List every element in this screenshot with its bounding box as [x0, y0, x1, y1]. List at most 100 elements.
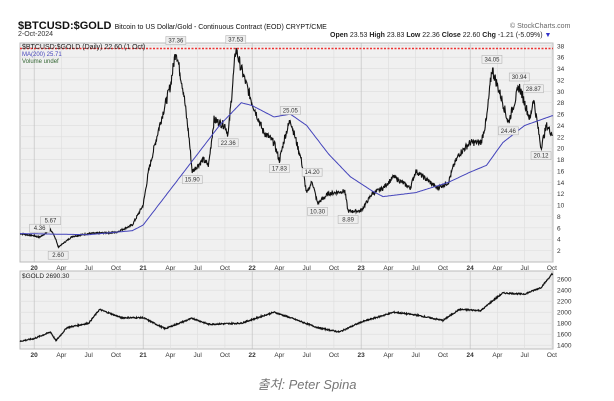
y-tick-label: 6: [557, 225, 561, 232]
annotation-label: 17.83: [272, 167, 288, 173]
x-tick-label: 24: [467, 265, 475, 272]
open-label: Open: [330, 32, 348, 39]
y-tick-label: 1800: [557, 321, 572, 328]
annotation-box: [530, 151, 552, 160]
chg-label: Chg: [482, 32, 496, 39]
x-tick-label: Oct: [547, 352, 557, 359]
y-tick-label: 16: [557, 168, 565, 175]
x-tick-label: Jul: [303, 265, 312, 272]
x-tick-label: 21: [140, 265, 148, 272]
caption: 출처: Peter Spina: [257, 377, 357, 392]
annotation-label: 20.12: [534, 154, 550, 160]
x-tick-label: Jul: [85, 265, 94, 272]
y-tick-label: 4: [557, 237, 561, 244]
annotation-label: 5.67: [45, 219, 57, 225]
annotation-box: [481, 55, 503, 64]
x-tick-label: Apr: [383, 265, 394, 272]
ohlc-bar: Open 23.53 High 23.83 Low 22.36 Close 22…: [330, 32, 551, 39]
x-tick-label: Apr: [165, 265, 176, 272]
legend-volume: Volume undef: [22, 59, 59, 65]
x-tick-label: Oct: [220, 352, 230, 359]
annotation-box: [40, 216, 61, 225]
y-tick-label: 18: [557, 157, 565, 164]
x-tick-label: Oct: [220, 265, 230, 272]
x-tick-label: 24: [467, 352, 475, 359]
annotation-label: 2.60: [52, 253, 64, 259]
date: 2-Oct-2024: [18, 31, 54, 38]
x-tick-label: Jul: [521, 352, 530, 359]
x-tick-label: Jul: [194, 265, 203, 272]
y-tick-label: 2000: [557, 310, 572, 317]
x-tick-label: Jul: [412, 352, 421, 359]
y-tick-label: 38: [557, 43, 565, 50]
x-tick-label: Apr: [56, 265, 67, 272]
x-tick-label: Oct: [438, 352, 448, 359]
low-value: 22.36: [422, 32, 440, 39]
annotation-box: [508, 72, 530, 82]
x-tick-label: Apr: [492, 265, 503, 272]
x-tick-label: Oct: [111, 352, 121, 359]
annotation-box: [165, 36, 187, 45]
y-tick-label: 12: [557, 191, 565, 198]
annotation-label: 24.46: [501, 129, 517, 135]
plot-area: [19, 42, 554, 263]
x-tick-label: Oct: [438, 265, 448, 272]
x-tick-label: 23: [358, 352, 366, 359]
annotation-box: [301, 167, 323, 177]
y-tick-label: 1600: [557, 332, 572, 339]
annotation-box: [523, 84, 544, 94]
y-tick-label: 20: [557, 146, 565, 153]
description: Bitcoin to US Dollar/Gold - Continuous C…: [114, 24, 327, 31]
annotation-label: 25.05: [283, 109, 299, 115]
high-value: 23.83: [386, 32, 405, 39]
x-tick-label: Jul: [303, 352, 312, 359]
x-tick-label: 21: [140, 352, 148, 359]
annotation-label: 8.89: [342, 217, 354, 223]
y-tick-label: 30: [557, 89, 565, 96]
y-tick-label: 36: [557, 55, 565, 62]
annotation-label: 4.36: [34, 226, 46, 232]
annotation-label: 15.90: [185, 178, 201, 184]
y-tick-label: 26: [557, 112, 565, 119]
annotation-label: 10.30: [310, 209, 326, 215]
annotation-box: [225, 35, 247, 44]
x-tick-label: Apr: [274, 352, 285, 359]
y-tick-label: 2: [557, 248, 561, 255]
annotation-box: [47, 250, 69, 260]
x-tick-label: 23: [358, 265, 366, 272]
annotation-label: 34.05: [484, 57, 500, 63]
x-tick-label: Oct: [329, 265, 339, 272]
y-tick-label: 22: [557, 134, 565, 141]
x-tick-label: 22: [249, 352, 257, 359]
x-tick-label: Jul: [412, 265, 421, 272]
annotation-box: [29, 223, 50, 233]
y-tick-label: 8: [557, 214, 561, 221]
ma200-line: [20, 102, 553, 236]
close-label: Close: [441, 32, 461, 39]
symbol: $BTCUSD:$GOLD: [18, 20, 112, 32]
annotation-box: [181, 175, 203, 184]
low-label: Low: [406, 32, 421, 39]
y-tick-label: 10: [557, 203, 565, 210]
annotation-label: 37.36: [168, 38, 184, 44]
y-tick-label: 2200: [557, 299, 572, 306]
annotation-box: [280, 106, 301, 115]
annotation-box: [498, 126, 519, 136]
x-tick-label: Apr: [383, 352, 394, 359]
x-tick-label: 20: [31, 265, 39, 272]
x-tick-label: Apr: [274, 265, 285, 272]
x-tick-label: Oct: [547, 265, 557, 272]
x-tick-label: Jul: [194, 352, 203, 359]
annotation-box: [307, 207, 328, 216]
y-tick-label: 28: [557, 100, 565, 107]
annotation-label: 28.87: [526, 87, 542, 93]
y-tick-label: 2600: [557, 277, 572, 284]
x-tick-label: 20: [31, 352, 39, 359]
high-label: High: [369, 32, 385, 39]
legend-ma: MA(200) 25.71: [22, 52, 62, 58]
y-tick-label: 14: [557, 180, 565, 187]
legend-main: $BTCUSD:$GOLD (Daily) 22.60 (1 Oct): [22, 44, 145, 51]
chart-title: $BTCUSD:$GOLD Bitcoin to US Dollar/Gold …: [18, 20, 327, 32]
y-tick-label: 32: [557, 77, 565, 84]
x-tick-label: Jul: [85, 352, 94, 359]
